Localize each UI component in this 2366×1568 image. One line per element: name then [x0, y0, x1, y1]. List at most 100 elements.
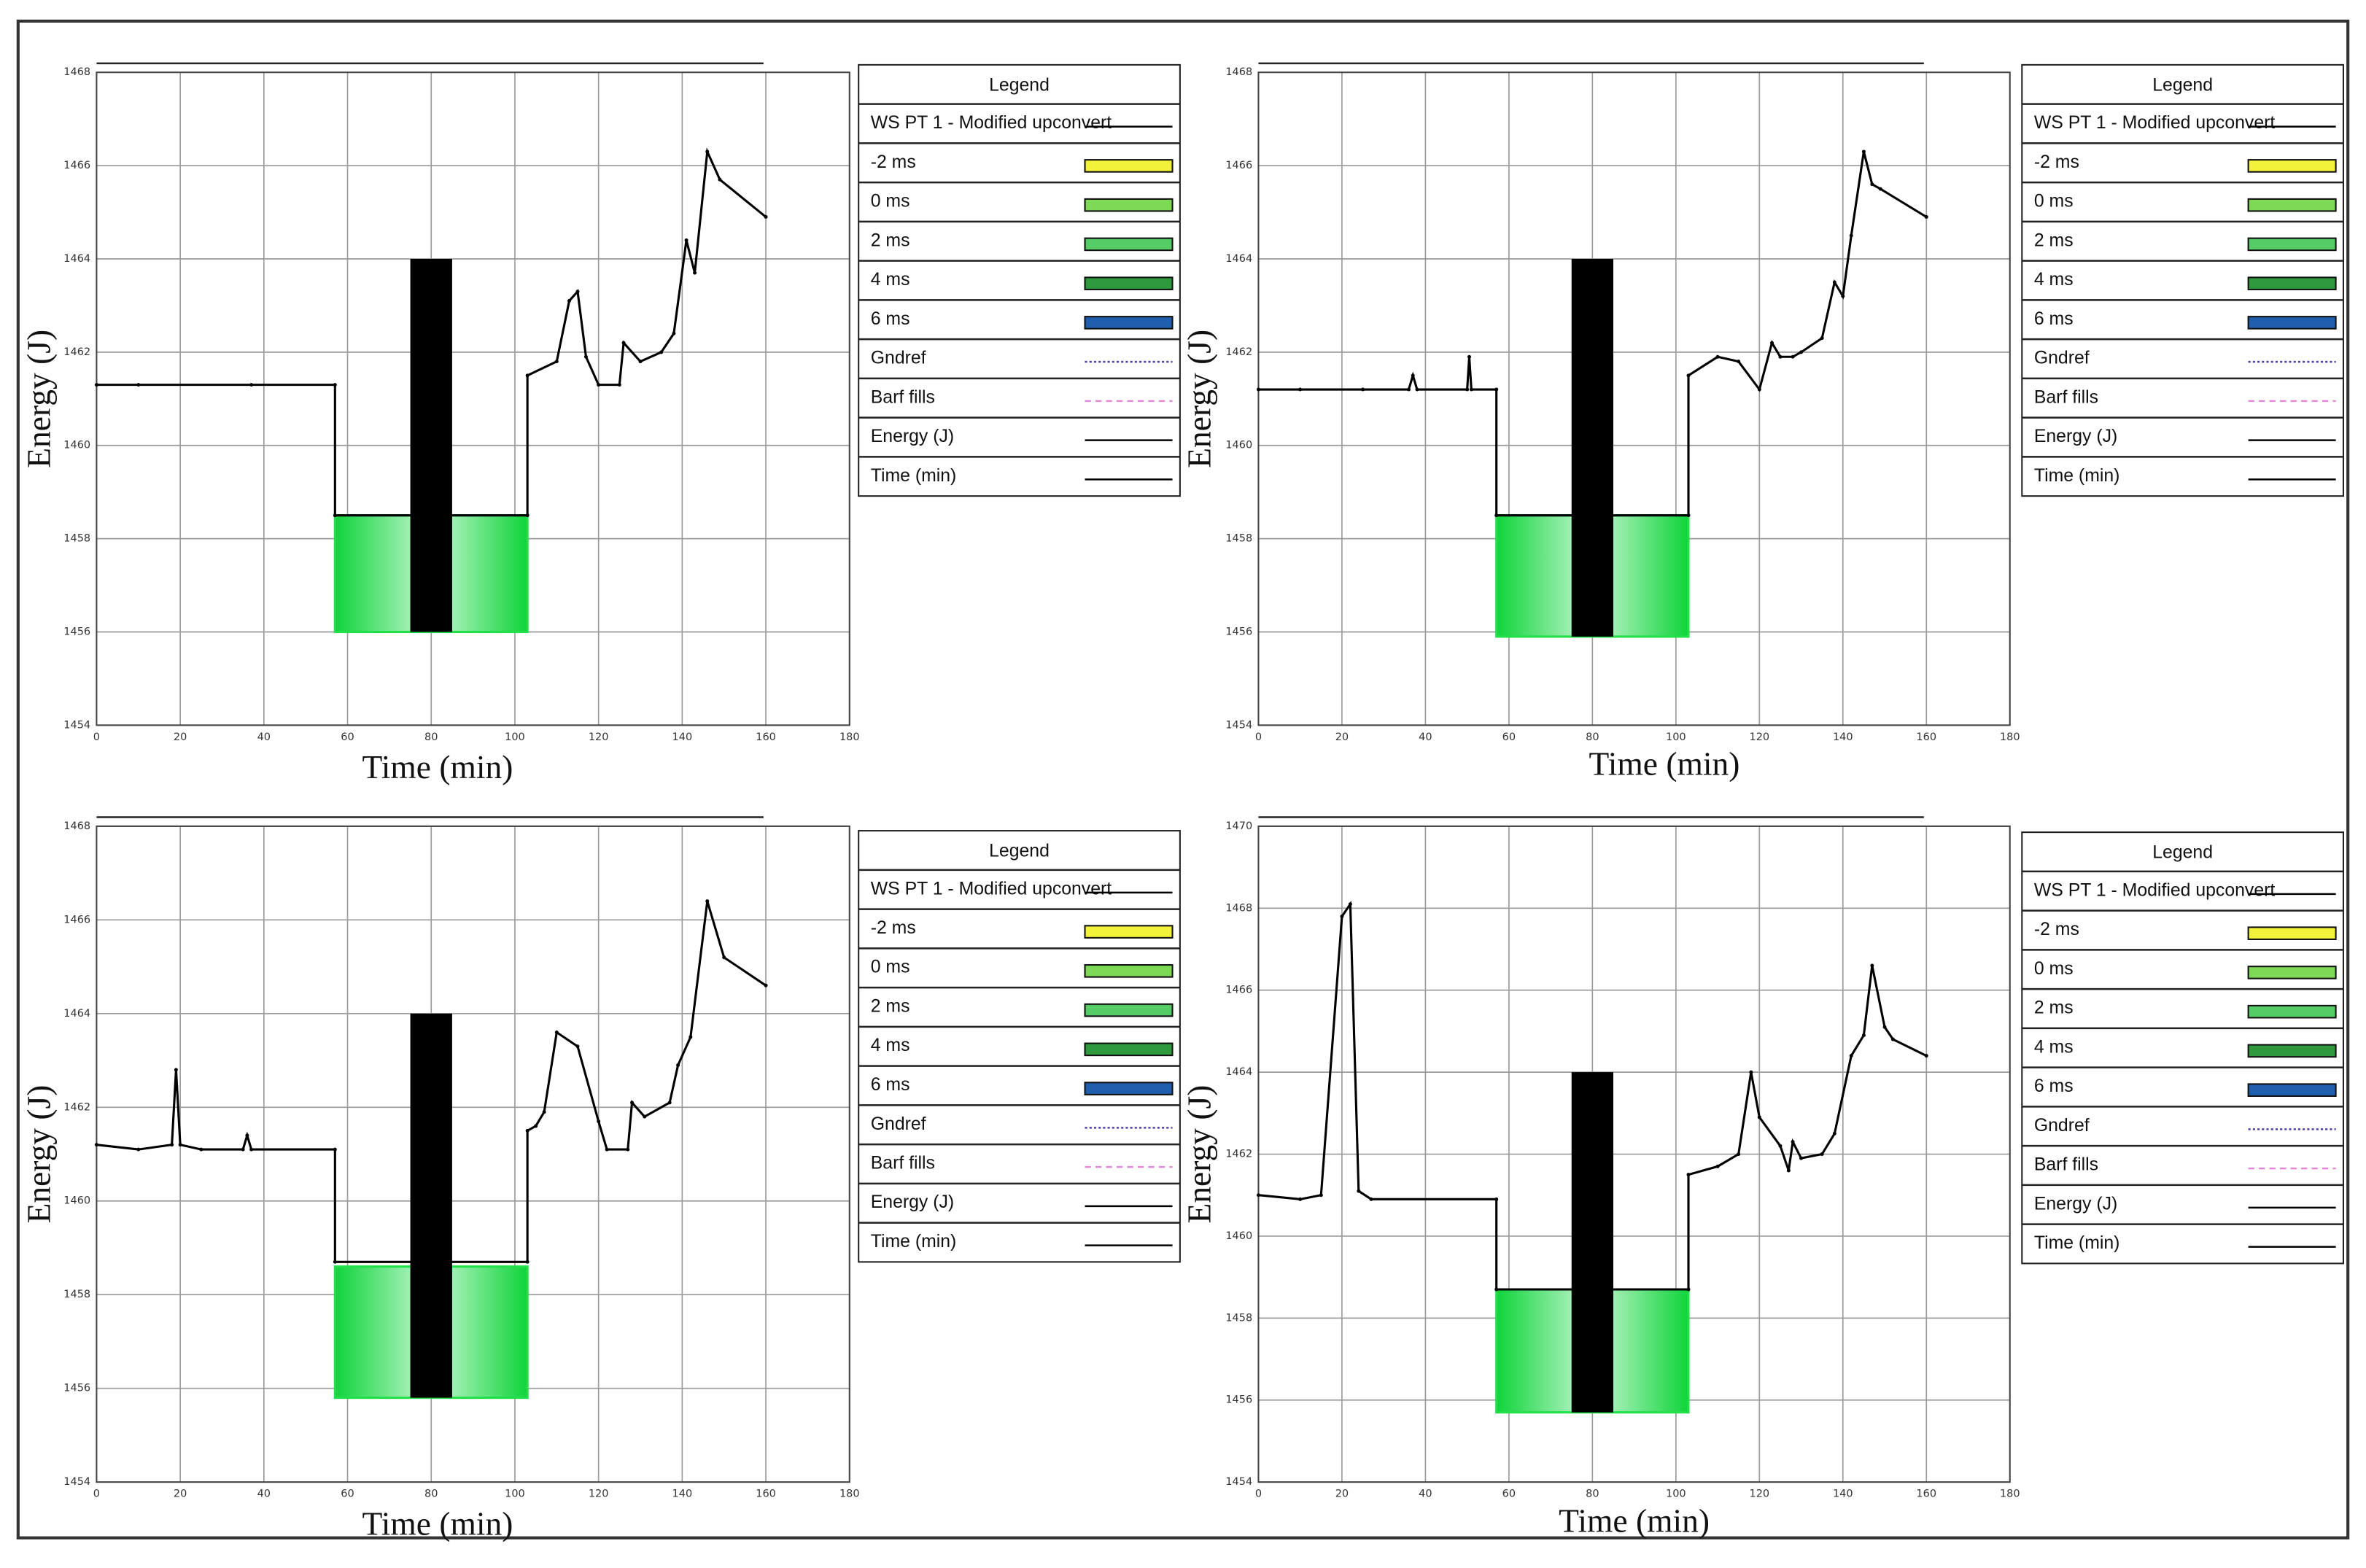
legend-swatch — [1084, 276, 1174, 290]
y-tick-label: 1458 — [1225, 533, 1252, 545]
x-tick-label: 180 — [839, 731, 860, 743]
x-tick-label: 140 — [1833, 731, 1853, 743]
data-point — [333, 383, 337, 387]
legend-label: 2 ms — [2034, 230, 2074, 250]
data-point — [1361, 387, 1365, 392]
data-point — [676, 1063, 680, 1067]
data-point — [1348, 902, 1352, 907]
y-tick-label: 1460 — [1225, 440, 1252, 451]
legend-label: Energy (J) — [2034, 427, 2117, 446]
x-tick-label: 20 — [1335, 731, 1349, 743]
data-line — [96, 901, 767, 1263]
plot-border — [1257, 825, 2011, 1483]
data-point — [525, 1260, 530, 1264]
data-point — [1890, 1037, 1895, 1041]
legend-label: Energy (J) — [2034, 1194, 2117, 1214]
legend-swatch — [1084, 1003, 1174, 1017]
legend-label: 6 ms — [871, 309, 910, 329]
data-point — [1340, 915, 1344, 919]
data-point — [1820, 1152, 1824, 1157]
legend-label: Energy (J) — [871, 1192, 954, 1212]
data-point — [525, 513, 530, 518]
legend-label: Barf fills — [2034, 387, 2098, 407]
data-point — [1799, 1156, 1804, 1160]
data-point — [525, 373, 530, 378]
data-point — [638, 360, 643, 364]
y-tick-label: 1456 — [1225, 626, 1252, 638]
legend-label: 2 ms — [871, 230, 910, 250]
legend-swatch — [1084, 237, 1174, 252]
data-point — [722, 955, 726, 960]
data-point — [1715, 1164, 1720, 1168]
legend-label: WS PT 1 - Modified upconvert — [2034, 113, 2276, 133]
legend-swatch — [2247, 276, 2337, 290]
data-point — [94, 1143, 98, 1147]
data-point — [1878, 187, 1882, 191]
data-point — [1924, 1054, 1928, 1058]
chart-panel: 0 20 40 60 80 100 120 140 160 180 1454 1456 1458 1460… — [1180, 62, 2345, 783]
legend-label: -2 ms — [2034, 920, 2079, 939]
data-line — [1258, 151, 1928, 517]
y-tick-label: 1454 — [1225, 1476, 1252, 1488]
data-point — [333, 513, 337, 518]
data-point — [764, 983, 768, 987]
legend-swatch — [1084, 964, 1174, 978]
data-point — [575, 1044, 580, 1049]
data-point — [1786, 1168, 1791, 1173]
y-tick-label: 1468 — [63, 66, 90, 78]
data-point — [554, 1031, 559, 1034]
x-axis-label: Time (min) — [1559, 1502, 1710, 1539]
x-tick-label: 40 — [1419, 1489, 1432, 1500]
legend-label: Time (min) — [2034, 1233, 2120, 1253]
data-point — [705, 899, 710, 904]
bar — [410, 258, 452, 632]
legend-swatch — [2247, 966, 2337, 979]
legend-label: Gndref — [871, 349, 926, 368]
plot-border — [96, 825, 850, 1483]
data-point — [1411, 373, 1415, 378]
data-point — [1861, 1033, 1866, 1038]
x-tick-label: 100 — [505, 1489, 525, 1500]
legend-swatch — [2247, 159, 2337, 173]
legend-label: Time (min) — [2034, 466, 2120, 486]
y-axis-label: Energy (J) — [20, 1085, 57, 1224]
legend-label: 4 ms — [871, 270, 910, 290]
data-point — [554, 360, 559, 364]
legend-label: Barf fills — [2034, 1155, 2098, 1175]
y-tick-label: 1462 — [1225, 1149, 1252, 1160]
y-tick-label: 1468 — [63, 820, 90, 832]
y-tick-label: 1460 — [63, 1195, 90, 1207]
y-tick-label: 1466 — [63, 160, 90, 171]
data-point — [174, 1068, 178, 1072]
legend-title: Legend — [989, 75, 1050, 95]
data-point — [1849, 233, 1853, 238]
legend-label: 4 ms — [2034, 270, 2074, 290]
x-tick-label: 180 — [2000, 731, 2020, 743]
data-point — [333, 1147, 337, 1152]
y-tick-label: 1470 — [1225, 820, 1252, 832]
data-point — [241, 1147, 245, 1152]
y-tick-label: 1458 — [1225, 1312, 1252, 1324]
y-tick-label: 1466 — [63, 914, 90, 925]
legend-swatch — [2247, 1004, 2337, 1019]
legend-label: -2 ms — [871, 918, 916, 938]
frame — [16, 19, 2350, 1540]
y-tick-label: 1462 — [63, 1101, 90, 1113]
x-tick-label: 40 — [1419, 731, 1432, 743]
plot-border — [96, 71, 850, 726]
legend-title: Legend — [2152, 75, 2213, 95]
legend-swatch — [2247, 1044, 2337, 1058]
data-point — [630, 1101, 635, 1105]
x-tick-label: 60 — [341, 1489, 354, 1500]
data-point — [1298, 387, 1303, 392]
data-point — [626, 1147, 630, 1152]
x-tick-label: 100 — [1666, 731, 1686, 743]
x-tick-label: 160 — [756, 731, 776, 743]
data-point — [1686, 373, 1691, 378]
data-point — [1415, 387, 1419, 392]
data-point — [567, 299, 571, 303]
data-point — [1861, 150, 1866, 154]
legend-label: 2 ms — [2034, 998, 2074, 1018]
data-point — [525, 1128, 530, 1133]
